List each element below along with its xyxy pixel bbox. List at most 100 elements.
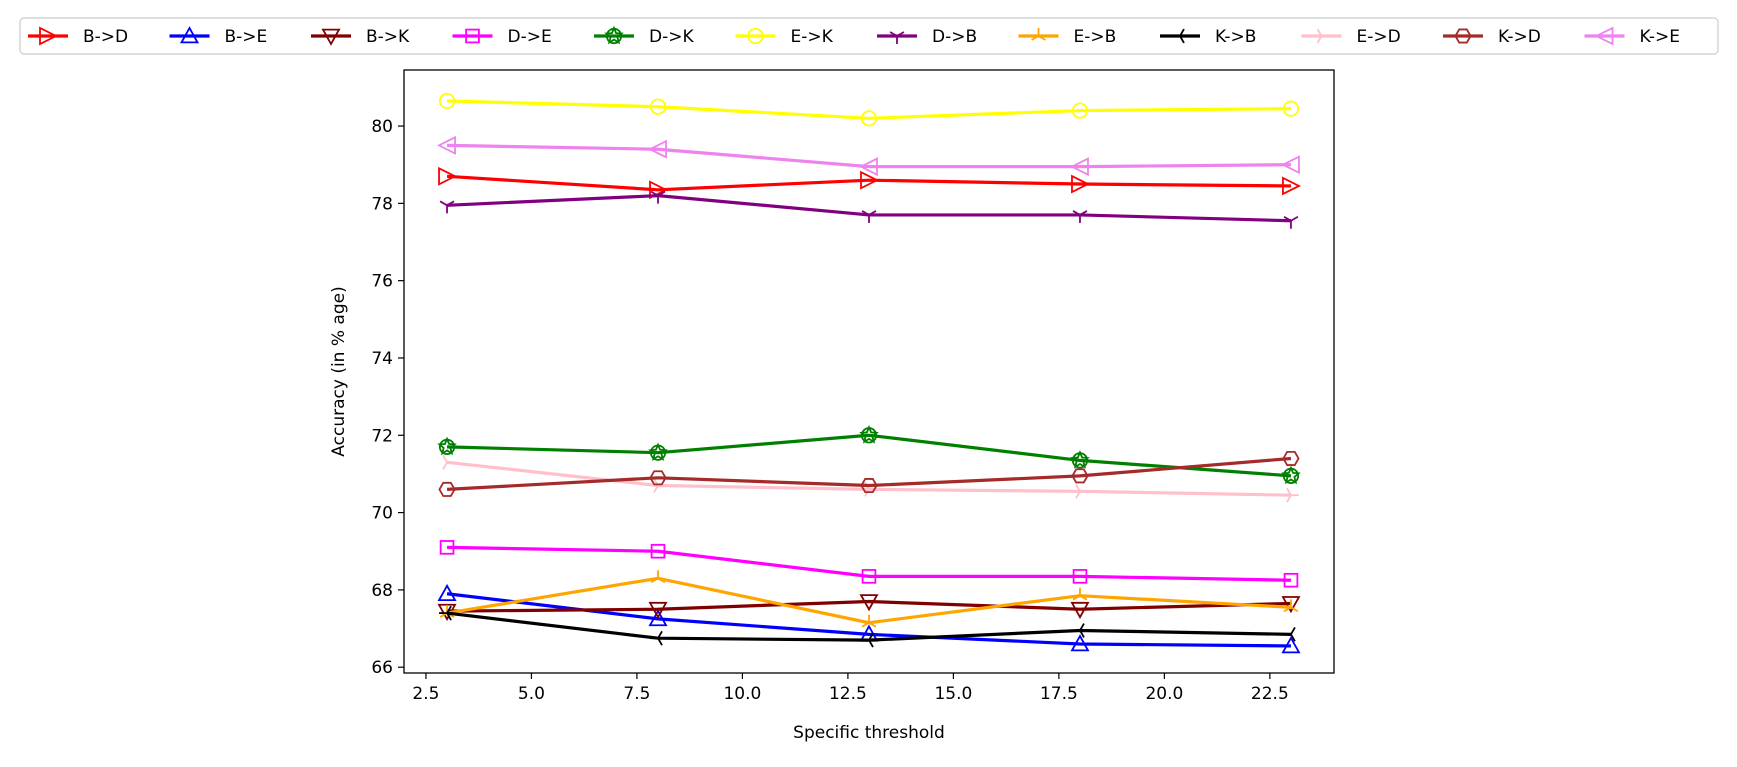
- legend-label: E->K: [791, 27, 834, 47]
- data-point: [442, 454, 456, 470]
- series-d-to-k: [437, 424, 1301, 485]
- series-k-to-b: [439, 605, 1296, 648]
- data-point: [439, 605, 452, 621]
- data-point: [859, 594, 879, 612]
- legend-item: D->E: [452, 27, 552, 47]
- x-tick-label: 5.0: [518, 684, 545, 704]
- data-point: [1282, 626, 1296, 642]
- data-point: [861, 210, 877, 223]
- data-point: [1283, 572, 1299, 588]
- data-point: [860, 170, 880, 190]
- legend-item: B->D: [28, 26, 128, 47]
- y-tick-label: 68: [371, 581, 393, 601]
- x-tick-label: 10.0: [723, 684, 761, 704]
- data-point: [437, 436, 457, 456]
- legend-item: B->E: [169, 26, 268, 47]
- series-line: [446, 99, 1291, 120]
- x-tick-label: 20.0: [1145, 684, 1183, 704]
- data-point: [437, 583, 457, 602]
- series-line: [447, 143, 1291, 169]
- legend-item: E->D: [1301, 27, 1401, 47]
- data-point: [650, 543, 666, 559]
- data-point: [439, 540, 455, 555]
- y-tick-label: 66: [371, 658, 393, 678]
- series-line: [447, 545, 1291, 582]
- data-point: [438, 481, 456, 497]
- data-point: [648, 601, 668, 620]
- data-point: [1286, 487, 1299, 503]
- x-tick-label: 2.5: [412, 684, 439, 704]
- data-point: [649, 470, 667, 486]
- data-point: [1070, 634, 1090, 652]
- series-line: [446, 456, 1292, 491]
- legend-marker: [1316, 28, 1330, 44]
- data-point: [858, 157, 878, 177]
- legend-marker: [1594, 26, 1614, 46]
- data-point: [438, 92, 456, 110]
- legend-label: D->B: [932, 27, 977, 47]
- data-point: [1281, 636, 1301, 654]
- data-point: [1069, 157, 1089, 177]
- legend-item: K->D: [1443, 27, 1541, 47]
- data-point: [1283, 599, 1299, 613]
- data-point: [437, 135, 456, 155]
- legend-item: D->K: [594, 25, 694, 47]
- series-line: [446, 174, 1291, 192]
- data-point: [648, 609, 668, 627]
- plot-frame: [403, 69, 1335, 674]
- x-tick-label: 17.5: [1040, 684, 1078, 704]
- data-point: [1071, 623, 1085, 638]
- legend-marker: [604, 25, 624, 45]
- legend-marker: [465, 28, 480, 44]
- data-point: [650, 190, 666, 204]
- legend-marker: [1031, 28, 1046, 41]
- legend-label: B->E: [225, 27, 268, 47]
- y-tick-label: 78: [371, 194, 393, 214]
- data-point: [1280, 155, 1300, 175]
- data-point: [861, 569, 877, 584]
- data-point: [438, 166, 458, 186]
- legend-item: E->B: [1018, 27, 1117, 47]
- data-point: [648, 442, 668, 462]
- data-point: [1281, 465, 1301, 485]
- data-point: [1281, 596, 1301, 614]
- data-point: [649, 180, 669, 200]
- plot-area: [437, 92, 1301, 654]
- data-point: [1071, 102, 1089, 119]
- data-point: [650, 630, 663, 646]
- data-point: [859, 424, 879, 444]
- data-point: [649, 98, 667, 115]
- legend: B->D B->E B->K D->E D->K E->K D->B E->B K->B E->D…: [19, 17, 1719, 55]
- axes: 2.5 5.0 7.5 10.0 12.5 15.0 17.5 20.0 22.5 66 68 70 7…: [371, 69, 1335, 704]
- series-e-to-k: [438, 92, 1300, 127]
- data-point: [1283, 215, 1299, 229]
- data-point: [861, 632, 874, 648]
- series-k-to-d: [438, 450, 1300, 497]
- legend-marker: [1172, 28, 1185, 44]
- x-axis-label: Specific threshold: [793, 723, 945, 743]
- x-tick-label: 7.5: [623, 684, 650, 704]
- data-point: [1070, 450, 1090, 469]
- series-e-to-b: [439, 570, 1299, 628]
- data-point: [1282, 176, 1301, 196]
- series-k-to-e: [437, 135, 1300, 177]
- data-point: [439, 200, 455, 214]
- series-line: [446, 433, 1292, 478]
- data-point: [1070, 601, 1090, 620]
- legend-marker: [39, 26, 59, 46]
- data-point: [1071, 174, 1090, 194]
- data-point: [648, 139, 667, 159]
- legend-item: D->B: [877, 27, 977, 47]
- series-b-to-k: [437, 594, 1301, 622]
- data-point: [861, 614, 877, 628]
- data-point: [1072, 210, 1088, 223]
- legend-marker: [889, 31, 905, 44]
- legend-label: B->D: [83, 27, 128, 47]
- legend-label: E->B: [1074, 27, 1117, 47]
- legend-item: B->K: [311, 27, 410, 47]
- legend-label: D->E: [508, 27, 552, 47]
- data-point: [1072, 569, 1088, 584]
- y-tick-label: 72: [371, 426, 393, 446]
